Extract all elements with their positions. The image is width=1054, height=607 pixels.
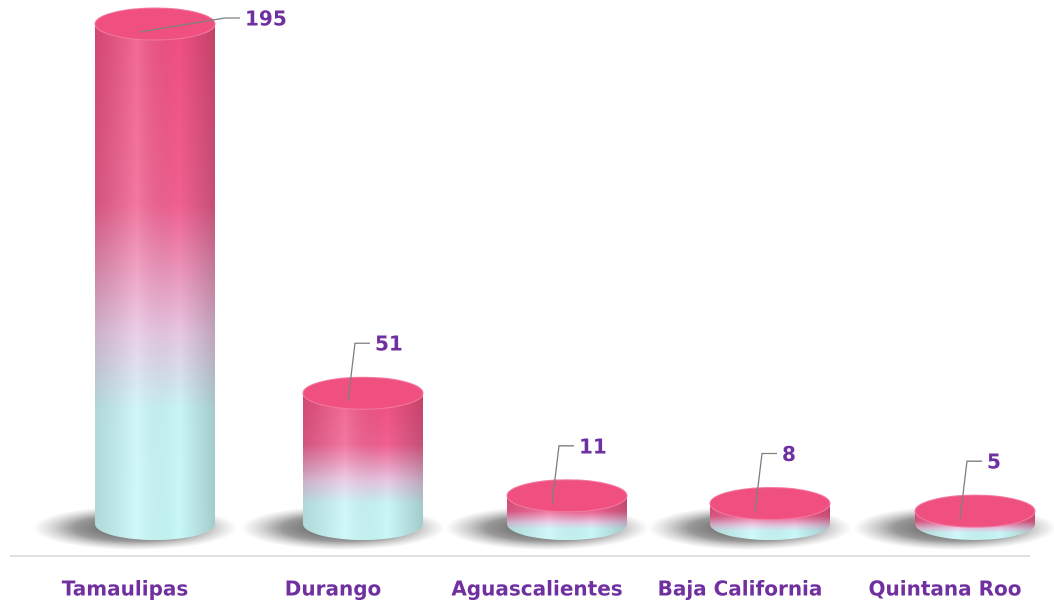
bar-shade [303,393,423,540]
x-tick-label: Aguascalientes [451,577,622,601]
bar-top [914,494,1036,528]
bar-top [709,486,831,520]
cylinder [302,376,424,540]
x-tick-label: Quintana Roo [869,577,1022,601]
bar-top [94,7,216,41]
leader-line [551,445,574,504]
value-label: 195 [245,7,287,31]
value-label: 5 [987,450,1001,474]
cylinder [506,479,628,540]
cylinder [709,486,831,540]
value-label: 11 [579,434,607,458]
leader-line [347,342,370,402]
value-label: 51 [375,332,403,356]
bar-shade [95,24,215,540]
bar-top [506,479,628,513]
leader-line [754,452,777,512]
value-label: 8 [782,442,796,466]
cylinder [94,7,216,540]
bar-top [302,376,424,410]
leader-line [139,17,240,33]
leader-line [959,460,982,520]
cylinder [914,494,1036,540]
x-tick-label: Tamaulipas [62,577,189,601]
x-tick-label: Durango [285,577,382,601]
x-tick-label: Baja California [658,577,823,601]
